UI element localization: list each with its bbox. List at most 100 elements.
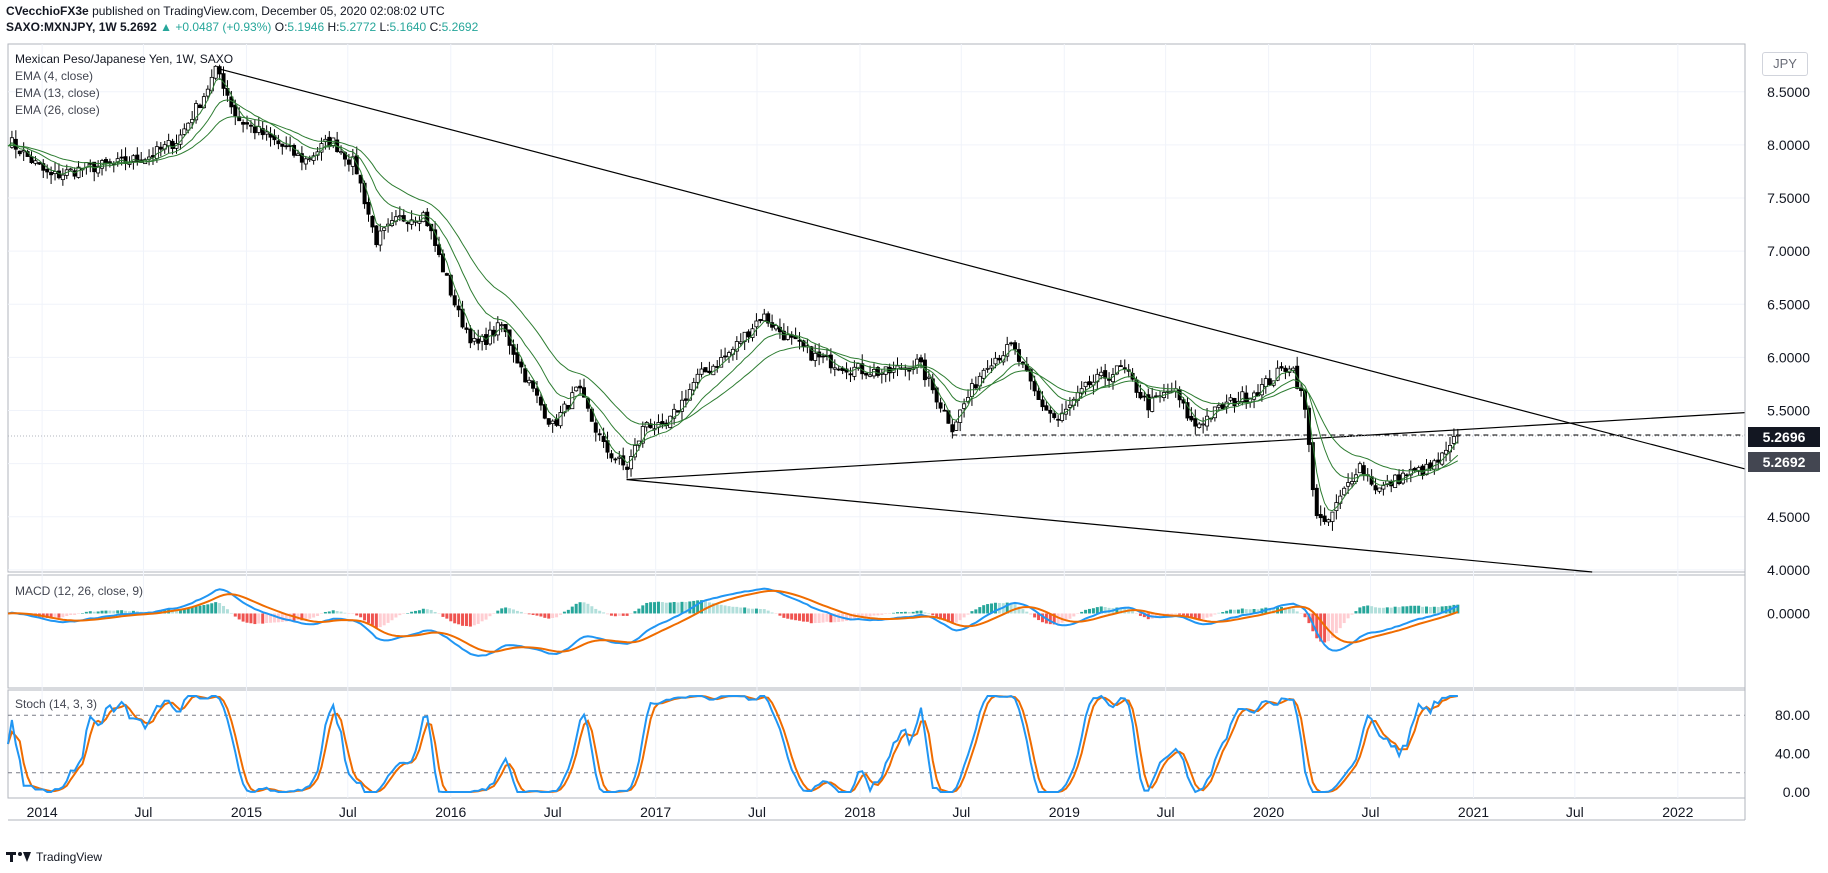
- candle-down: [950, 424, 955, 433]
- macd-histogram-bar: [868, 613, 872, 617]
- macd-histogram-bar: [398, 613, 402, 616]
- x-tick-label: 2019: [1049, 804, 1080, 820]
- macd-histogram-bar: [1138, 613, 1142, 616]
- macd-histogram-bar: [641, 605, 645, 614]
- macd-histogram-bar: [586, 603, 590, 614]
- macd-histogram-bar: [919, 610, 923, 614]
- footer-brand[interactable]: TradingView: [6, 850, 102, 864]
- macd-histogram-bar: [1064, 613, 1068, 621]
- macd-histogram-bar: [813, 613, 817, 624]
- candle-down: [452, 295, 457, 306]
- macd-histogram-bar: [116, 610, 120, 614]
- candle-down: [554, 419, 559, 426]
- macd-histogram-bar: [578, 602, 582, 614]
- macd-histogram-bar: [915, 610, 919, 614]
- macd-histogram-bar: [527, 613, 531, 615]
- macd-histogram-bar: [1440, 606, 1444, 614]
- macd-histogram-bar: [923, 612, 927, 614]
- legend-ema-13[interactable]: EMA (13, close): [15, 86, 100, 100]
- candle-up: [1240, 391, 1245, 403]
- macd-histogram-bar: [53, 613, 57, 618]
- macd-histogram-bar: [265, 613, 269, 624]
- candle-up: [985, 367, 990, 370]
- macd-histogram-bar: [1005, 602, 1009, 614]
- macd-histogram-bar: [606, 613, 610, 615]
- macd-histogram-bar: [1323, 613, 1327, 643]
- legend-ema-4[interactable]: EMA (4, close): [15, 69, 94, 83]
- macd-histogram-bar: [1154, 613, 1158, 619]
- macd-histogram-bar: [523, 613, 527, 614]
- currency-button[interactable]: JPY: [1762, 52, 1808, 76]
- macd-histogram-bar: [617, 613, 621, 616]
- price-change: +0.0487 (+0.93%): [175, 20, 272, 34]
- macd-histogram-bar: [316, 613, 320, 616]
- candle-down: [1138, 391, 1143, 399]
- macd-histogram-bar: [943, 613, 947, 621]
- macd-histogram-bar: [288, 613, 292, 621]
- author-name[interactable]: CVecchioFX3e: [6, 4, 89, 18]
- legend-stoch[interactable]: Stoch (14, 3, 3): [15, 697, 98, 711]
- low-label: L:: [379, 20, 390, 34]
- candle-down: [507, 329, 512, 346]
- high-label: H:: [327, 20, 340, 34]
- macd-histogram-bar: [476, 613, 480, 624]
- candle-up: [679, 399, 684, 412]
- candle-down: [1032, 381, 1037, 392]
- candle-up: [166, 140, 171, 147]
- macd-histogram-bar: [488, 613, 492, 617]
- candle-down: [37, 162, 42, 165]
- candle-up: [182, 128, 187, 135]
- macd-histogram-bar: [645, 602, 649, 614]
- macd-histogram-bar: [508, 608, 512, 614]
- macd-histogram-bar: [727, 606, 731, 614]
- macd-histogram-bar: [970, 611, 974, 614]
- candle-down: [597, 433, 602, 436]
- ema-4-line: [7, 77, 1459, 512]
- candle-up: [1334, 502, 1339, 512]
- legend-ema-26[interactable]: EMA (26, close): [15, 103, 100, 117]
- candle-down: [103, 159, 108, 164]
- macd-histogram-bar: [457, 613, 461, 625]
- x-tick-label: 2020: [1253, 804, 1284, 820]
- macd-histogram-bar: [1052, 613, 1056, 625]
- open-label: O:: [274, 20, 288, 34]
- macd-histogram-bar: [1068, 613, 1072, 619]
- candle-down: [578, 385, 583, 389]
- macd-histogram-bar: [1291, 608, 1295, 614]
- candle-down: [1122, 367, 1127, 370]
- stoch-k-line: [7, 694, 1458, 794]
- macd-histogram-bar: [394, 613, 398, 618]
- legend-macd[interactable]: MACD (12, 26, close, 9): [15, 584, 144, 598]
- candle-up: [213, 65, 218, 79]
- candle-up: [194, 103, 199, 121]
- x-tick-label: 2021: [1458, 804, 1489, 820]
- candle-up: [1455, 434, 1460, 437]
- candle-down: [284, 145, 289, 148]
- macd-histogram-bar: [899, 612, 903, 614]
- macd-histogram-bar: [1158, 613, 1162, 618]
- macd-histogram-bar: [715, 604, 719, 614]
- candle-down: [582, 387, 587, 398]
- macd-histogram-bar: [962, 613, 966, 618]
- candle-down: [523, 368, 528, 383]
- stoch-tick-label: 0.00: [1783, 784, 1810, 800]
- candle-up: [1005, 344, 1010, 357]
- up-arrow-icon: ▲: [160, 20, 172, 34]
- macd-histogram-bar: [1374, 607, 1378, 614]
- macd-histogram-bar: [421, 608, 425, 614]
- macd-histogram-bar: [1170, 613, 1174, 615]
- macd-histogram-bar: [359, 613, 363, 618]
- macd-histogram-bar: [939, 613, 943, 620]
- candle-down: [358, 174, 363, 184]
- macd-histogram-bar: [1327, 613, 1331, 642]
- macd-histogram-bar: [817, 613, 821, 623]
- trendline: [626, 478, 1593, 573]
- candle-down: [766, 313, 771, 324]
- open-value: 5.1946: [287, 20, 325, 34]
- macd-histogram-bar: [249, 613, 253, 624]
- macd-histogram-bar: [461, 613, 465, 626]
- candle-up: [295, 153, 300, 156]
- candle-up: [734, 341, 739, 352]
- candle-up: [629, 456, 634, 470]
